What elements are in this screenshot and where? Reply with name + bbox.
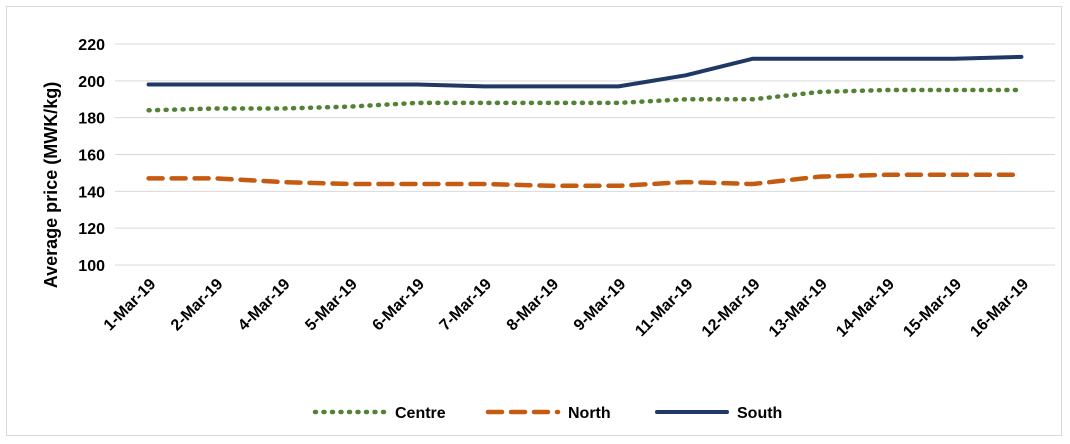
x-tick-label: 13-Mar-19	[766, 276, 831, 341]
x-tick-label: 7-Mar-19	[437, 276, 496, 335]
x-tick-label: 9-Mar-19	[571, 276, 630, 335]
y-tick-label: 220	[78, 37, 105, 54]
legend-label-centre: Centre	[395, 405, 446, 422]
x-axis-ticks: 1-Mar-19 2-Mar-19 4-Mar-19 5-Mar-19 6-Mar-19…	[101, 276, 1032, 341]
series-line-south	[146, 54, 1024, 89]
y-axis-label: Average price (MWK/kg)	[41, 82, 61, 288]
series-line-centre	[146, 87, 1024, 113]
legend-label-north: North	[568, 405, 611, 422]
x-tick-label: 1-Mar-19	[101, 276, 160, 335]
series-lines	[146, 54, 1024, 189]
x-tick-label: 6-Mar-19	[369, 276, 428, 335]
x-tick-label: 16-Mar-19	[967, 276, 1032, 341]
y-tick-label: 120	[78, 221, 105, 238]
legend: Centre North South	[312, 405, 782, 422]
line-chart: 100 120 140 160 180 200 220 1-Mar-19 2-Mar-19 4-…	[41, 37, 1055, 422]
x-tick-label: 5-Mar-19	[302, 276, 361, 335]
y-tick-label: 200	[78, 74, 105, 91]
y-tick-label: 100	[78, 258, 105, 275]
x-tick-label: 8-Mar-19	[504, 276, 563, 335]
y-tick-label: 180	[78, 111, 105, 128]
y-tick-label: 160	[78, 148, 105, 165]
x-tick-label: 2-Mar-19	[168, 276, 227, 335]
x-tick-label: 15-Mar-19	[900, 276, 965, 341]
x-tick-label: 11-Mar-19	[632, 276, 696, 340]
x-tick-label: 12-Mar-19	[699, 276, 764, 341]
gridlines	[115, 43, 1055, 266]
y-axis-ticks: 100 120 140 160 180 200 220	[78, 37, 105, 275]
x-tick-label: 4-Mar-19	[235, 276, 294, 335]
series-line-north	[146, 172, 1024, 189]
chart-frame: 100 120 140 160 180 200 220 1-Mar-19 2-Mar-19 4-…	[6, 6, 1062, 436]
y-tick-label: 140	[78, 184, 105, 201]
legend-label-south: South	[737, 405, 782, 422]
x-tick-label: 14-Mar-19	[833, 276, 898, 341]
